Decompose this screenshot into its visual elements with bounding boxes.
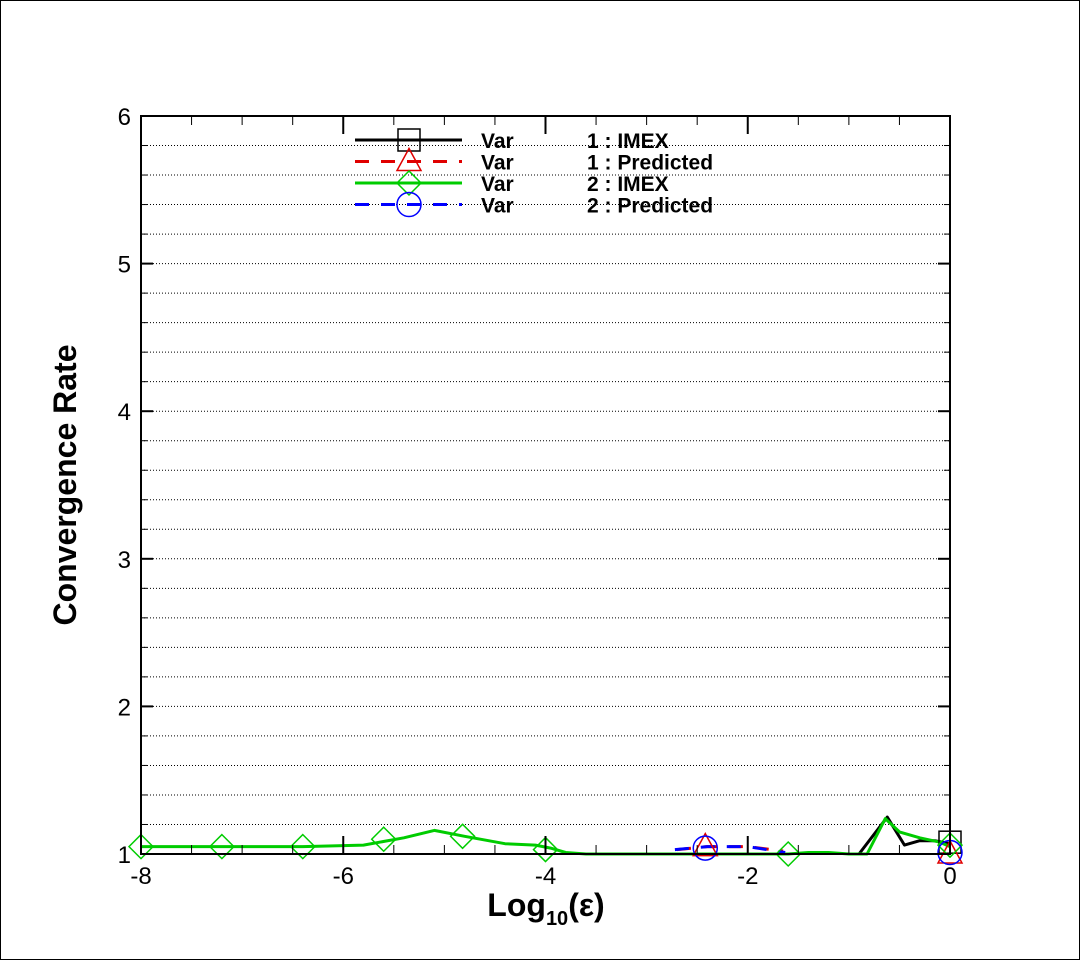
axis-ticks [140, 115, 951, 855]
x-axis-title-arg: (ε) [568, 887, 605, 923]
y-tick-label: 3 [118, 547, 131, 574]
legend: Var 1 : IMEX Var 1 : Predicted Var 2 : IMEX Va… [355, 128, 713, 218]
plot-area-border [140, 115, 951, 855]
y-tick-label: 6 [118, 104, 131, 131]
legend-var-label: Var [481, 195, 514, 218]
legend-var-label: Var [481, 130, 514, 153]
series-3-diamond-marker [289, 833, 316, 860]
y-tick-label: 1 [118, 842, 131, 869]
legend-series-label: 2 : IMEX [587, 173, 669, 196]
grid-lines [141, 145, 950, 825]
legend-series-label: 2 : Predicted [587, 195, 713, 218]
x-axis-title-sub: 10 [546, 908, 568, 930]
y-tick-label: 4 [118, 399, 131, 426]
y-axis-title: Convergence Rate [47, 345, 83, 626]
legend-square-icon [397, 128, 421, 152]
x-tick-label: -2 [737, 863, 758, 890]
series-3-diamond-marker [532, 836, 559, 863]
series-3-diamond-marker [208, 833, 235, 860]
x-axis-title-base: Log [487, 887, 546, 923]
series-3-diamond-marker [449, 823, 476, 850]
series-3-diamond-marker [775, 840, 802, 868]
y-tick-label: 2 [118, 694, 131, 721]
series-line-4 [674, 845, 786, 854]
series-3-diamond-marker [370, 826, 397, 853]
legend-var-label: Var [481, 152, 514, 175]
legend-series-label: 1 : IMEX [587, 130, 669, 153]
legend-diamond-icon [395, 169, 423, 197]
x-tick-label: 0 [943, 863, 956, 890]
series-3-diamond-marker [936, 832, 964, 859]
series-3-diamond-marker [127, 833, 155, 860]
x-tick-label: -4 [535, 863, 556, 890]
y-tick-label: 5 [118, 252, 131, 279]
series-line-1 [857, 815, 951, 855]
x-tick-label: -8 [130, 863, 151, 890]
x-tick-label: -6 [333, 863, 354, 890]
legend-triangle-icon [395, 146, 423, 172]
legend-series-label: 1 : Predicted [587, 152, 713, 175]
legend-var-label: Var [481, 173, 514, 196]
tick-labels: -8 -6 -4 -2 0 1 2 3 4 5 6 [118, 104, 957, 890]
x-axis-title: Log10(ε) [487, 887, 604, 930]
legend-circle-icon [396, 191, 422, 218]
series-4-circle-marker [692, 835, 719, 861]
series-2-triangle-marker [692, 832, 719, 857]
